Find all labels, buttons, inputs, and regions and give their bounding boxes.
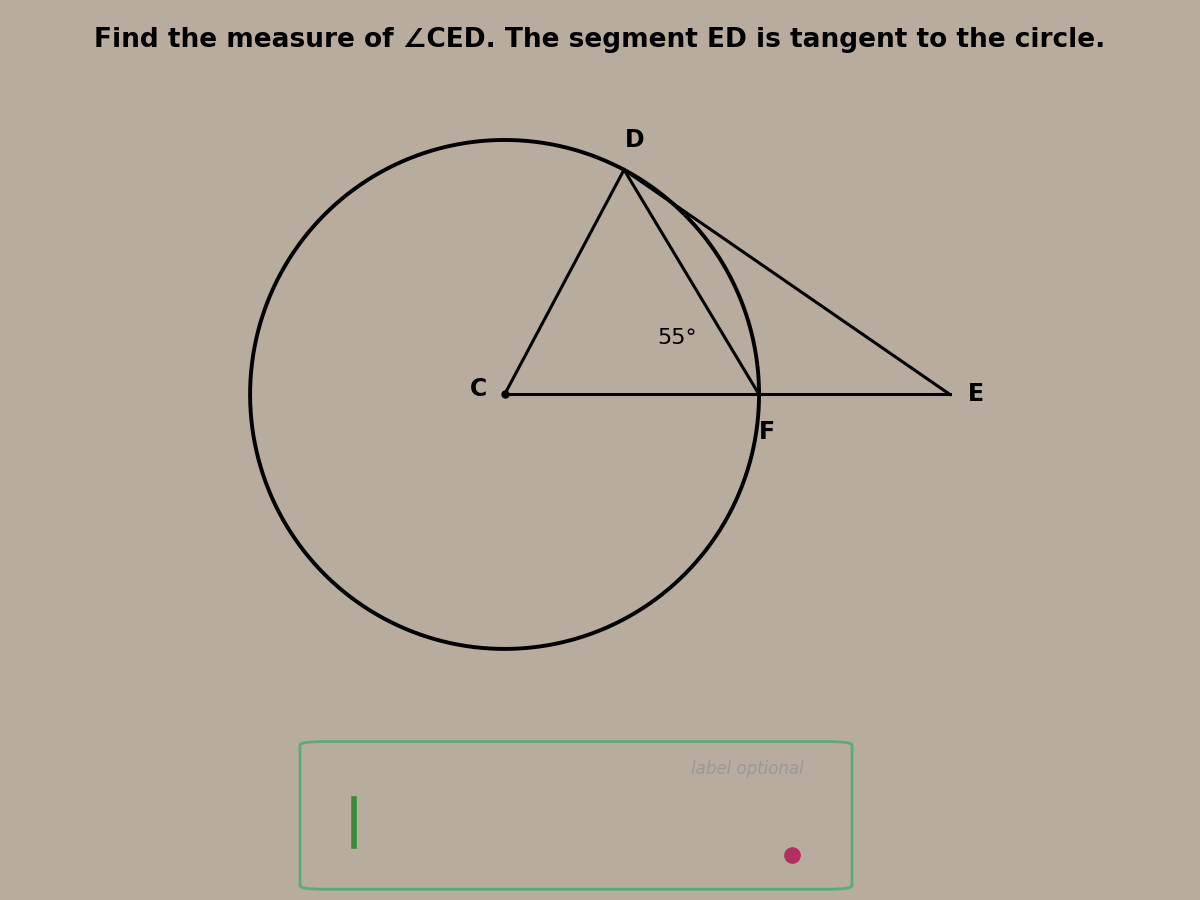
- Text: D: D: [624, 128, 644, 152]
- Text: E: E: [967, 382, 984, 407]
- Text: F: F: [758, 420, 775, 444]
- Text: 55°: 55°: [658, 328, 697, 348]
- Text: C: C: [469, 377, 487, 401]
- Text: Find the measure of ∠CED. The segment ED is tangent to the circle.: Find the measure of ∠CED. The segment ED…: [95, 27, 1105, 53]
- Text: label optional: label optional: [691, 760, 804, 778]
